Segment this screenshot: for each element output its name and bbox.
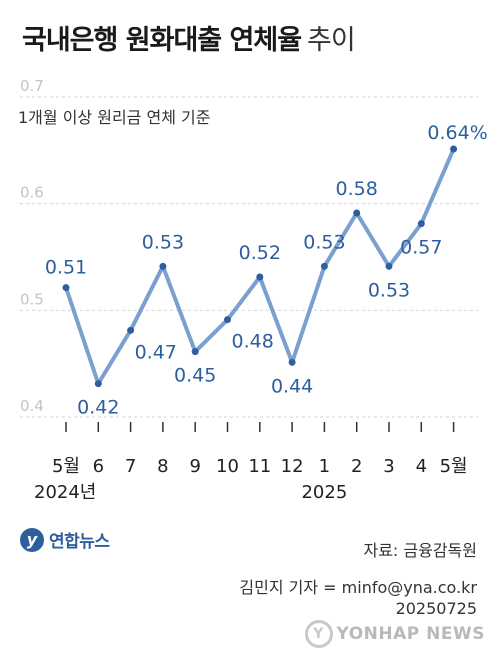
data-label: 0.58 — [336, 178, 378, 200]
data-label: 0.53 — [368, 279, 410, 301]
chart-subtitle: 1개월 이상 원리금 연체 기준 — [18, 108, 210, 127]
x-tick-label: 9 — [189, 456, 200, 477]
yonhap-logo: y 연합뉴스 — [20, 527, 110, 552]
data-point — [417, 220, 425, 228]
x-tick-label: 1 — [319, 456, 330, 477]
data-label: 0.52 — [239, 242, 281, 264]
data-label: 0.53 — [142, 231, 184, 253]
data-label: 0.53 — [303, 231, 345, 253]
data-label: 0.48 — [232, 331, 274, 353]
data-point — [62, 284, 70, 292]
x-tick-label: 12 — [281, 456, 304, 477]
data-point — [127, 326, 135, 334]
credit-block: 김민지 기자 = minfo@yna.co.kr 20250725 — [239, 577, 477, 619]
x-tick-label: 11 — [248, 456, 271, 477]
x-tick-label: 10 — [216, 456, 239, 477]
x-tick-label: 3 — [383, 456, 394, 477]
credit-date: 20250725 — [395, 599, 477, 618]
data-point — [159, 262, 167, 270]
year-label: 2024년 — [34, 482, 96, 503]
x-tick-label: 4 — [416, 456, 427, 477]
source-text: 자료: 금융감독원 — [363, 541, 477, 560]
logo-mark-icon: y — [20, 527, 44, 552]
y-axis-ticks: 0.4 0.5 0.6 0.7 — [20, 77, 44, 415]
data-label: 0.64% — [427, 122, 487, 144]
data-point — [191, 348, 199, 356]
watermark-logo-icon: Y — [304, 620, 333, 648]
x-tick-label: 2 — [351, 456, 362, 477]
x-tick-label: 7 — [125, 456, 136, 477]
data-label: 0.42 — [77, 397, 119, 419]
data-label: 0.44 — [271, 375, 313, 397]
x-tick-label: 8 — [157, 456, 168, 477]
data-point — [224, 316, 231, 324]
line-chart: 0.40.50.60.7 1개월 이상 원리금 연체 기준 5월 6 7 8 9 10 11… — [18, 77, 488, 503]
y-tick-label: 0.5 — [20, 290, 44, 308]
data-point — [256, 273, 264, 281]
year-label: 2025 — [301, 482, 347, 503]
data-point — [94, 380, 102, 388]
page-title: 국내은행 원화대출 연체율 추이 — [22, 18, 356, 57]
data-label: 0.47 — [135, 341, 177, 363]
x-tick-label: 5월 — [52, 456, 80, 477]
data-label: 0.51 — [45, 257, 87, 279]
data-point — [320, 262, 328, 270]
title-bold: 국내은행 원화대출 연체율 — [22, 25, 302, 56]
data-point — [353, 209, 361, 217]
data-point — [450, 145, 458, 153]
data-point — [385, 262, 393, 270]
logo-text: 연합뉴스 — [49, 532, 110, 552]
watermark: Y YONHAP NEWS — [304, 620, 485, 648]
y-tick-label: 0.7 — [20, 77, 44, 95]
x-tick-label: 6 — [93, 456, 104, 477]
title-light: 추이 — [307, 25, 356, 56]
y-tick-label: 0.4 — [20, 397, 44, 415]
data-label: 0.45 — [174, 365, 216, 387]
gridlines — [20, 96, 478, 418]
y-tick-label: 0.6 — [20, 184, 44, 202]
x-tick-label: 5월 — [440, 456, 468, 477]
data-point — [288, 358, 296, 366]
data-labels: 0.51 0.42 0.47 0.53 0.45 0.48 0.52 0.44 0.53 0.58… — [45, 122, 488, 419]
credit-author: 김민지 기자 = minfo@yna.co.kr — [239, 578, 477, 597]
watermark-text: YONHAP NEWS — [336, 624, 485, 644]
data-points — [62, 145, 458, 388]
data-label: 0.57 — [400, 237, 442, 259]
